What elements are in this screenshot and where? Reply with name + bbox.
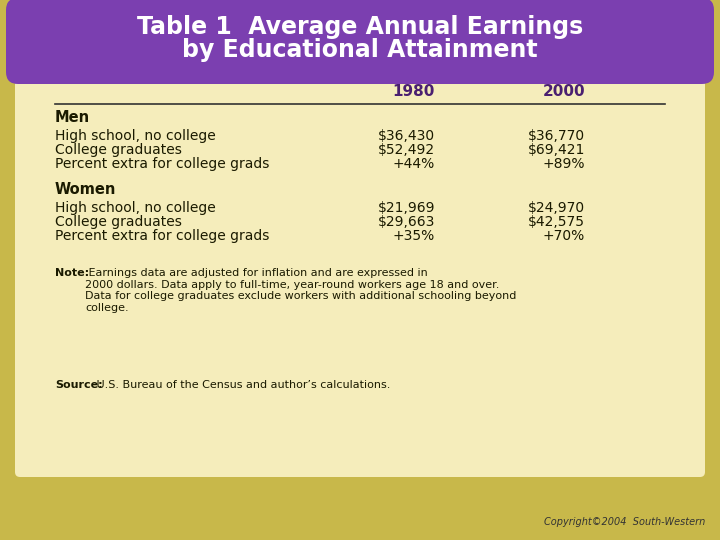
Text: Earnings data are adjusted for inflation and are expressed in
2000 dollars. Data: Earnings data are adjusted for inflation…	[85, 268, 516, 313]
Text: by Educational Attainment: by Educational Attainment	[182, 38, 538, 62]
Text: $52,492: $52,492	[378, 143, 435, 157]
Text: Source:: Source:	[55, 380, 103, 390]
Text: Women: Women	[55, 183, 117, 198]
Text: $29,663: $29,663	[377, 215, 435, 229]
Text: $36,770: $36,770	[528, 129, 585, 143]
FancyBboxPatch shape	[15, 72, 705, 477]
Text: $21,969: $21,969	[377, 201, 435, 215]
Text: Note:: Note:	[55, 268, 89, 278]
Text: +89%: +89%	[542, 157, 585, 171]
Text: +44%: +44%	[392, 157, 435, 171]
Text: Percent extra for college grads: Percent extra for college grads	[55, 157, 269, 171]
Text: +70%: +70%	[543, 229, 585, 243]
Text: $24,970: $24,970	[528, 201, 585, 215]
Text: Men: Men	[55, 111, 90, 125]
Text: High school, no college: High school, no college	[55, 129, 216, 143]
Text: +35%: +35%	[392, 229, 435, 243]
Text: High school, no college: High school, no college	[55, 201, 216, 215]
Text: College graduates: College graduates	[55, 215, 182, 229]
Text: $42,575: $42,575	[528, 215, 585, 229]
Text: $69,421: $69,421	[528, 143, 585, 157]
Text: 2000: 2000	[542, 84, 585, 99]
Text: Table 1  Average Annual Earnings: Table 1 Average Annual Earnings	[137, 15, 583, 39]
FancyBboxPatch shape	[6, 0, 714, 84]
Text: 1980: 1980	[392, 84, 435, 99]
Text: $36,430: $36,430	[378, 129, 435, 143]
Text: College graduates: College graduates	[55, 143, 182, 157]
Text: Percent extra for college grads: Percent extra for college grads	[55, 229, 269, 243]
Text: Copyright©2004  South-Western: Copyright©2004 South-Western	[544, 517, 705, 527]
Text: U.S. Bureau of the Census and author’s calculations.: U.S. Bureau of the Census and author’s c…	[93, 380, 390, 390]
